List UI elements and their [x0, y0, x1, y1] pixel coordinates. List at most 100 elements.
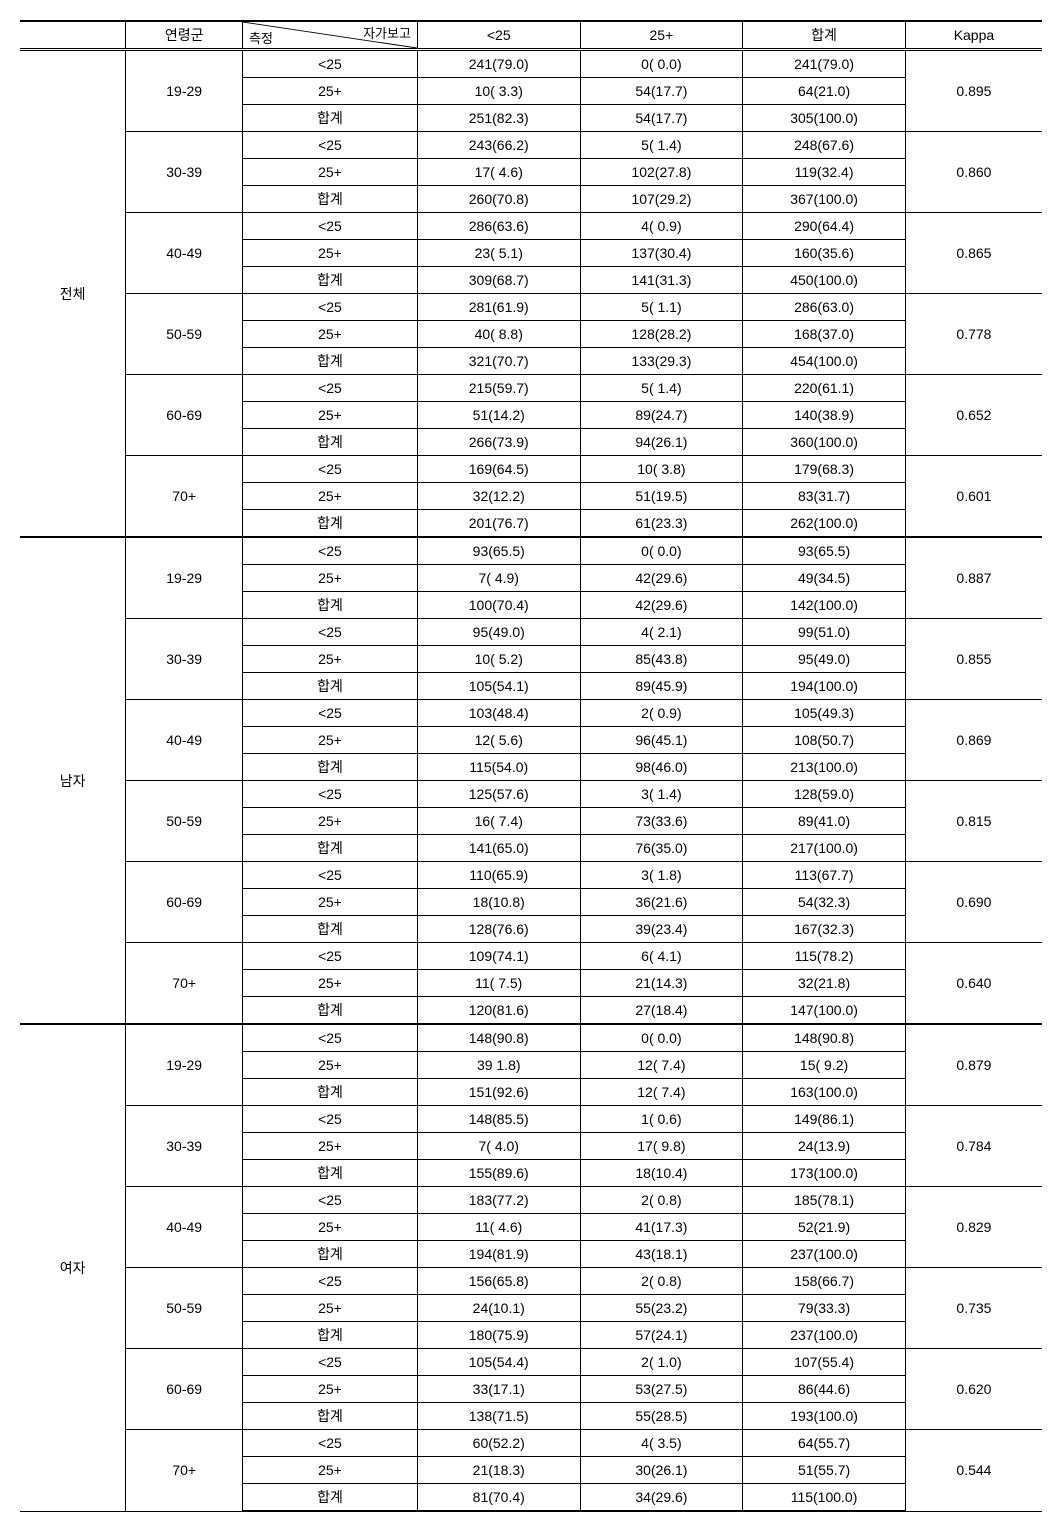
data-cell: 2( 1.0) — [580, 1349, 743, 1376]
age-group: 40-49 — [126, 1187, 243, 1268]
data-cell: 115(54.0) — [417, 754, 580, 781]
data-cell: 125(57.6) — [417, 781, 580, 808]
data-cell: 109(74.1) — [417, 943, 580, 970]
data-cell: 52(21.9) — [743, 1214, 906, 1241]
row-label: <25 — [242, 375, 417, 402]
data-cell: 241(79.0) — [743, 50, 906, 78]
row-label: 합계 — [242, 673, 417, 700]
row-label: 25+ — [242, 1376, 417, 1403]
data-cell: 260(70.8) — [417, 186, 580, 213]
data-cell: 140(38.9) — [743, 402, 906, 429]
kappa-value: 0.544 — [905, 1430, 1042, 1512]
row-label: <25 — [242, 1268, 417, 1295]
data-cell: 201(76.7) — [417, 510, 580, 538]
data-cell: 1( 0.6) — [580, 1106, 743, 1133]
row-label: 25+ — [242, 565, 417, 592]
row-label: 합계 — [242, 1322, 417, 1349]
data-cell: 21(18.3) — [417, 1457, 580, 1484]
row-label: <25 — [242, 132, 417, 159]
data-cell: 42(29.6) — [580, 565, 743, 592]
data-cell: 7( 4.9) — [417, 565, 580, 592]
data-cell: 51(55.7) — [743, 1457, 906, 1484]
data-cell: 99(51.0) — [743, 619, 906, 646]
data-cell: 237(100.0) — [743, 1322, 906, 1349]
kappa-value: 0.855 — [905, 619, 1042, 700]
data-cell: 39 1.8) — [417, 1052, 580, 1079]
data-cell: 105(49.3) — [743, 700, 906, 727]
data-cell: 55(28.5) — [580, 1403, 743, 1430]
data-cell: 18(10.4) — [580, 1160, 743, 1187]
data-cell: 6( 4.1) — [580, 943, 743, 970]
kappa-table: 연령군자가보고측정<2525+합계Kappa전체19-29<25241(79.0… — [20, 20, 1042, 1512]
data-cell: 76(35.0) — [580, 835, 743, 862]
row-label: <25 — [242, 1024, 417, 1052]
data-cell: 30(26.1) — [580, 1457, 743, 1484]
data-cell: 93(65.5) — [743, 537, 906, 565]
age-group: 19-29 — [126, 537, 243, 619]
data-cell: 64(55.7) — [743, 1430, 906, 1457]
data-cell: 321(70.7) — [417, 348, 580, 375]
data-cell: 94(26.1) — [580, 429, 743, 456]
age-group: 50-59 — [126, 294, 243, 375]
age-group: 70+ — [126, 1430, 243, 1512]
data-cell: 16( 7.4) — [417, 808, 580, 835]
kappa-value: 0.895 — [905, 50, 1042, 132]
age-group: 19-29 — [126, 50, 243, 132]
data-cell: 4( 3.5) — [580, 1430, 743, 1457]
data-cell: 54(32.3) — [743, 889, 906, 916]
row-label: 합계 — [242, 510, 417, 538]
kappa-value: 0.640 — [905, 943, 1042, 1025]
kappa-value: 0.815 — [905, 781, 1042, 862]
data-cell: 2( 0.9) — [580, 700, 743, 727]
data-cell: 15( 9.2) — [743, 1052, 906, 1079]
data-cell: 24(10.1) — [417, 1295, 580, 1322]
data-cell: 64(21.0) — [743, 78, 906, 105]
data-cell: 17( 9.8) — [580, 1133, 743, 1160]
data-cell: 156(65.8) — [417, 1268, 580, 1295]
data-cell: 3( 1.8) — [580, 862, 743, 889]
row-label: 25+ — [242, 1457, 417, 1484]
data-cell: 360(100.0) — [743, 429, 906, 456]
data-cell: 262(100.0) — [743, 510, 906, 538]
kappa-value: 0.690 — [905, 862, 1042, 943]
data-cell: 89(41.0) — [743, 808, 906, 835]
data-cell: 450(100.0) — [743, 267, 906, 294]
header-kappa: Kappa — [905, 21, 1042, 50]
data-cell: 36(21.6) — [580, 889, 743, 916]
data-cell: 27(18.4) — [580, 997, 743, 1025]
data-cell: 217(100.0) — [743, 835, 906, 862]
kappa-value: 0.652 — [905, 375, 1042, 456]
row-label: 합계 — [242, 1241, 417, 1268]
data-cell: 5( 1.4) — [580, 132, 743, 159]
kappa-value: 0.869 — [905, 700, 1042, 781]
data-cell: 266(73.9) — [417, 429, 580, 456]
row-label: 25+ — [242, 889, 417, 916]
data-cell: 12( 7.4) — [580, 1079, 743, 1106]
data-cell: 21(14.3) — [580, 970, 743, 997]
data-cell: 133(29.3) — [580, 348, 743, 375]
data-cell: 147(100.0) — [743, 997, 906, 1025]
data-cell: 180(75.9) — [417, 1322, 580, 1349]
data-cell: 141(65.0) — [417, 835, 580, 862]
row-label: 25+ — [242, 1295, 417, 1322]
data-cell: 194(81.9) — [417, 1241, 580, 1268]
data-cell: 60(52.2) — [417, 1430, 580, 1457]
age-group: 50-59 — [126, 1268, 243, 1349]
data-cell: 241(79.0) — [417, 50, 580, 78]
row-label: 합계 — [242, 186, 417, 213]
data-cell: 120(81.6) — [417, 997, 580, 1025]
data-cell: 95(49.0) — [417, 619, 580, 646]
data-cell: 155(89.6) — [417, 1160, 580, 1187]
data-cell: 163(100.0) — [743, 1079, 906, 1106]
data-cell: 115(100.0) — [743, 1484, 906, 1512]
data-cell: 309(68.7) — [417, 267, 580, 294]
age-group: 70+ — [126, 456, 243, 538]
kappa-value: 0.735 — [905, 1268, 1042, 1349]
data-cell: 194(100.0) — [743, 673, 906, 700]
kappa-value: 0.620 — [905, 1349, 1042, 1430]
row-label: 합계 — [242, 754, 417, 781]
data-cell: 41(17.3) — [580, 1214, 743, 1241]
data-cell: 305(100.0) — [743, 105, 906, 132]
row-label: 합계 — [242, 348, 417, 375]
row-label: <25 — [242, 50, 417, 78]
